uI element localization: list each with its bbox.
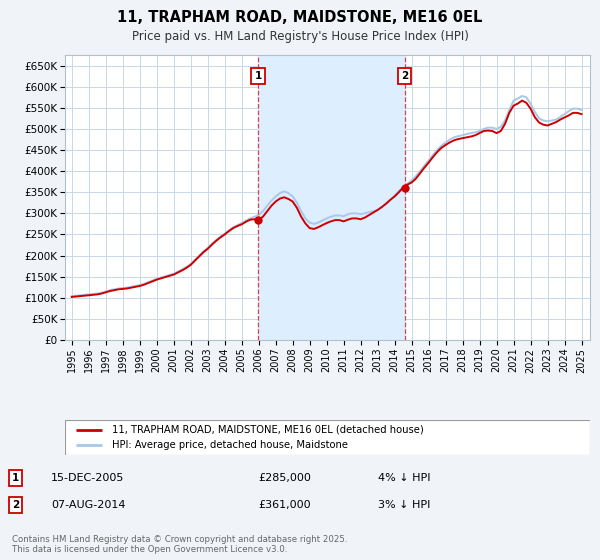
Text: Contains HM Land Registry data © Crown copyright and database right 2025.
This d: Contains HM Land Registry data © Crown c… [12,535,347,554]
Text: 1: 1 [12,473,19,483]
Text: 2: 2 [12,500,19,510]
Text: 15-DEC-2005: 15-DEC-2005 [51,473,124,483]
Text: 07-AUG-2014: 07-AUG-2014 [51,500,125,510]
Text: 11, TRAPHAM ROAD, MAIDSTONE, ME16 0EL: 11, TRAPHAM ROAD, MAIDSTONE, ME16 0EL [118,10,482,25]
Text: 2: 2 [401,71,408,81]
Text: 3% ↓ HPI: 3% ↓ HPI [378,500,430,510]
Bar [258,55,404,340]
Text: £361,000: £361,000 [258,500,311,510]
Text: £285,000: £285,000 [258,473,311,483]
Text: 11, TRAPHAM ROAD, MAIDSTONE, ME16 0EL (detached house): 11, TRAPHAM ROAD, MAIDSTONE, ME16 0EL (d… [112,425,424,435]
Text: Price paid vs. HM Land Registry's House Price Index (HPI): Price paid vs. HM Land Registry's House … [131,30,469,43]
Text: 1: 1 [254,71,262,81]
Text: HPI: Average price, detached house, Maidstone: HPI: Average price, detached house, Maid… [112,440,348,450]
Text: 4% ↓ HPI: 4% ↓ HPI [378,473,431,483]
